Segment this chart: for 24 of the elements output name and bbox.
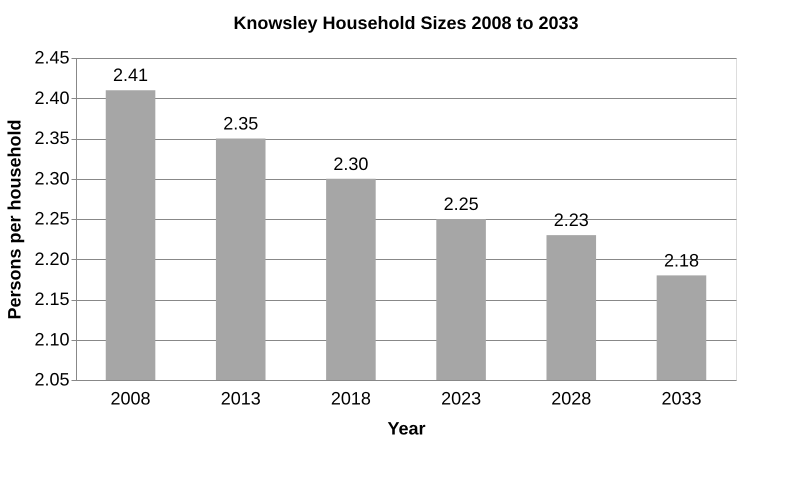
y-tick-label: 2.20	[34, 248, 70, 269]
data-label: 2.18	[664, 250, 699, 270]
x-tick-label: 2008	[110, 388, 151, 408]
y-tick-label: 2.30	[34, 168, 70, 188]
x-tick-label: 2023	[441, 388, 482, 408]
data-label: 2.35	[223, 114, 258, 134]
x-tick-label: 2018	[330, 388, 371, 408]
x-tick-label: 2013	[220, 388, 261, 408]
x-tick-label: 2033	[661, 388, 702, 408]
x-axis-title: Year	[387, 418, 426, 438]
data-label: 2.41	[113, 65, 148, 86]
data-label: 2.30	[333, 154, 368, 174]
y-tick-label: 2.10	[34, 329, 70, 350]
chart-title: Knowsley Household Sizes 2008 to 2033	[233, 13, 579, 33]
y-tick-label: 2.40	[34, 88, 70, 108]
data-label: 2.25	[444, 194, 479, 214]
y-tick-label: 2.45	[34, 48, 70, 68]
y-tick-label: 2.35	[34, 128, 70, 148]
y-axis-title: Persons per household	[4, 119, 24, 320]
y-tick-label: 2.15	[34, 289, 70, 309]
data-label: 2.23	[554, 210, 589, 230]
x-tick-label: 2028	[551, 388, 592, 408]
y-tick-label: 2.25	[34, 208, 70, 228]
y-tick-label: 2.05	[34, 370, 70, 390]
